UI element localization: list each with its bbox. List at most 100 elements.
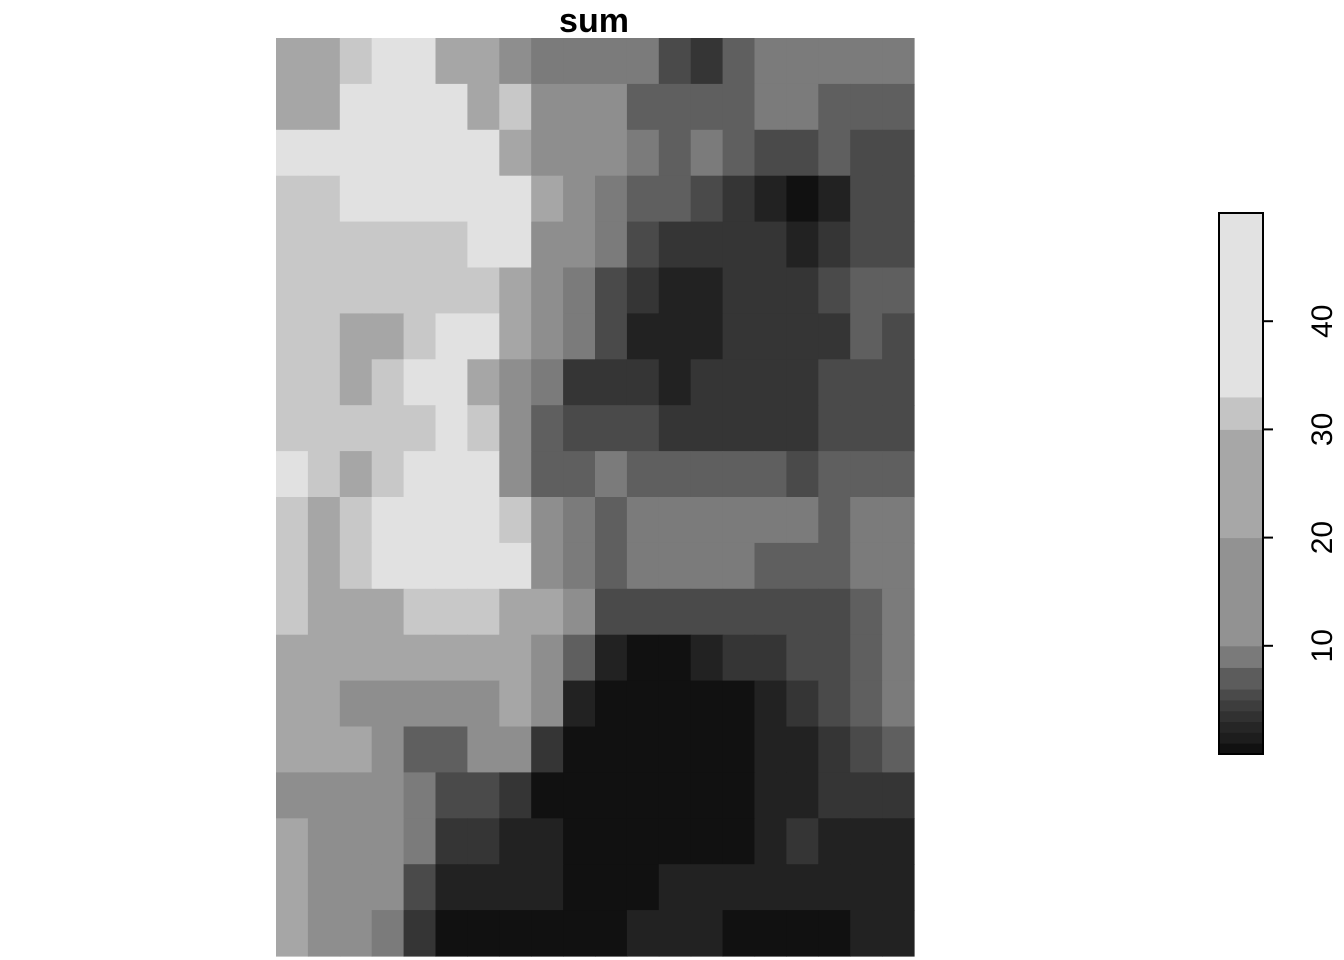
heatmap-cell <box>339 910 373 957</box>
heatmap-cell <box>499 818 532 865</box>
heatmap-cell <box>786 497 819 544</box>
heatmap-cell <box>371 451 405 498</box>
heatmap-cell <box>403 359 437 406</box>
heatmap-cell <box>499 313 532 360</box>
heatmap-cell <box>690 129 724 177</box>
heatmap-cell <box>626 359 660 406</box>
heatmap-cell <box>339 680 373 728</box>
heatmap-cell <box>563 359 596 406</box>
heatmap-cell <box>307 726 341 773</box>
heatmap-cell <box>531 726 564 773</box>
heatmap-cell <box>882 38 915 85</box>
heatmap-cell <box>307 405 341 452</box>
heatmap-cell <box>499 588 532 636</box>
heatmap-cell <box>531 818 564 865</box>
heatmap-cell <box>626 313 660 360</box>
heatmap-cell <box>786 405 819 452</box>
heatmap-cell <box>276 818 309 865</box>
heatmap-cell <box>595 864 628 911</box>
heatmap-cell <box>467 221 500 269</box>
heatmap-cell <box>786 864 819 911</box>
heatmap-cell <box>499 267 532 314</box>
heatmap-cell <box>371 680 405 728</box>
heatmap-cell <box>850 772 883 819</box>
colorbar-swatch <box>1219 667 1263 690</box>
heatmap-cell <box>690 83 724 131</box>
heatmap-cell <box>882 864 915 911</box>
colorbar-swatch <box>1219 429 1263 539</box>
heatmap-cell <box>467 175 500 223</box>
heatmap-cell <box>563 221 596 269</box>
heatmap-cell <box>403 726 437 773</box>
heatmap-cell <box>626 38 660 85</box>
heatmap-cell <box>563 634 596 682</box>
heatmap-cell <box>595 83 628 131</box>
heatmap-cell <box>563 864 596 911</box>
heatmap-cell <box>467 542 500 590</box>
colorbar-swatch <box>1219 537 1263 647</box>
heatmap-cell <box>690 359 724 406</box>
heatmap-cell <box>276 267 309 314</box>
heatmap-cell <box>403 405 437 452</box>
heatmap-cell <box>371 818 405 865</box>
heatmap-cell <box>276 83 309 131</box>
heatmap-cell <box>339 175 373 223</box>
heatmap-cell <box>722 910 756 957</box>
heatmap-cell <box>307 542 341 590</box>
heatmap-cell <box>850 38 883 85</box>
heatmap-cell <box>467 359 500 406</box>
heatmap-cell <box>563 588 596 636</box>
heatmap-cell <box>722 267 756 314</box>
heatmap-cell <box>595 359 628 406</box>
heatmap-cell <box>850 405 883 452</box>
heatmap-cell <box>818 634 851 682</box>
heatmap-cell <box>371 38 405 85</box>
heatmap-cell <box>690 405 724 452</box>
colorbar-swatch <box>1219 721 1263 733</box>
heatmap-cell <box>531 910 564 957</box>
heatmap-cell <box>722 588 756 636</box>
heatmap-cell <box>786 267 819 314</box>
heatmap-cell <box>371 726 405 773</box>
heatmap-cell <box>339 497 373 544</box>
heatmap-cell <box>882 910 915 957</box>
heatmap-cell <box>499 864 532 911</box>
heatmap-cell <box>467 772 500 819</box>
heatmap-cell <box>276 588 309 636</box>
heatmap-cell <box>882 451 915 498</box>
heatmap-cell <box>658 680 692 728</box>
colorbar-swatch <box>1219 213 1263 398</box>
heatmap-cell <box>499 910 532 957</box>
heatmap-cell <box>371 542 405 590</box>
heatmap-cell <box>690 772 724 819</box>
heatmap-cell <box>467 818 500 865</box>
heatmap-cell <box>371 405 405 452</box>
heatmap-cell <box>882 359 915 406</box>
heatmap-cell <box>850 634 883 682</box>
heatmap-cell <box>882 267 915 314</box>
heatmap-cell <box>850 359 883 406</box>
heatmap-cell <box>850 175 883 223</box>
heatmap-cell <box>563 818 596 865</box>
heatmap-cell <box>563 497 596 544</box>
heatmap-cell <box>467 910 500 957</box>
heatmap-cell <box>722 129 756 177</box>
heatmap-cell <box>882 405 915 452</box>
heatmap-cell <box>658 359 692 406</box>
heatmap-cell <box>276 772 309 819</box>
heatmap-cell <box>371 497 405 544</box>
heatmap-cell <box>435 910 468 957</box>
heatmap-cell <box>276 634 309 682</box>
heatmap-cell <box>722 772 756 819</box>
heatmap-cell <box>531 634 564 682</box>
heatmap-cell <box>626 221 660 269</box>
heatmap-cell <box>371 910 405 957</box>
heatmap-cell <box>722 864 756 911</box>
heatmap-cell <box>339 451 373 498</box>
heatmap-cell <box>403 864 437 911</box>
heatmap-cell <box>786 588 819 636</box>
heatmap-cell <box>499 726 532 773</box>
heatmap-cell <box>722 818 756 865</box>
heatmap-cell <box>403 451 437 498</box>
